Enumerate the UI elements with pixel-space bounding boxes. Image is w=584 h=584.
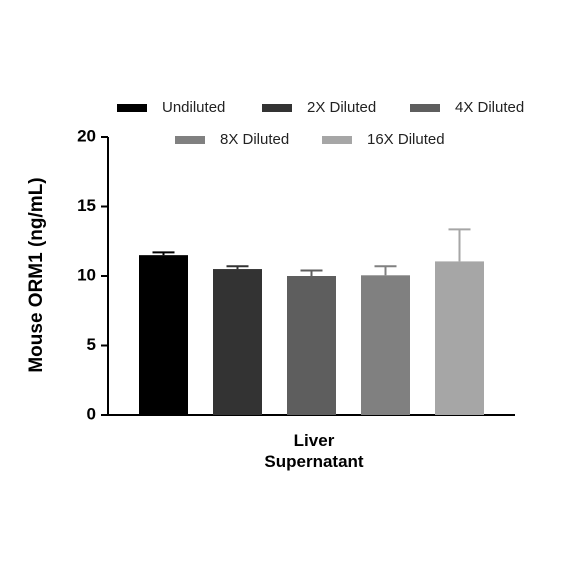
y-tick-label: 5: [87, 335, 96, 354]
bar: [287, 276, 336, 415]
bar: [361, 275, 410, 415]
legend-label: 4X Diluted: [455, 99, 524, 116]
y-tick-label: 10: [77, 265, 96, 284]
bar: [435, 261, 484, 415]
legend-label: 2X Diluted: [307, 99, 376, 116]
y-tick-label: 0: [87, 404, 96, 423]
y-axis-label: Mouse ORM1 (ng/mL): [26, 177, 47, 372]
legend-swatch: [410, 104, 440, 112]
bar: [139, 255, 188, 415]
legend-swatch: [322, 136, 352, 144]
legend-label: Undiluted: [162, 99, 225, 116]
legend-label: 16X Diluted: [367, 131, 445, 148]
legend-swatch: [117, 104, 147, 112]
y-tick-label: 15: [77, 196, 96, 215]
legend-swatch: [175, 136, 205, 144]
legend-label: 8X Diluted: [220, 131, 289, 148]
bar: [213, 269, 262, 415]
legend-swatch: [262, 104, 292, 112]
x-tick-label: Liver Supernatant: [264, 431, 364, 471]
y-tick-label: 20: [77, 126, 96, 145]
